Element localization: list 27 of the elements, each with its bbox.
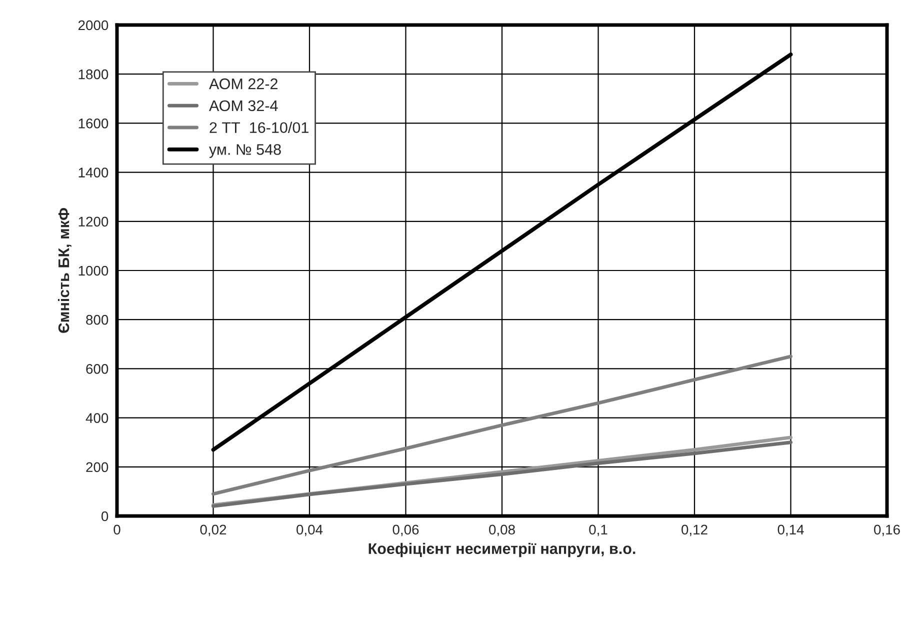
x-tick-label: 0,04 (296, 524, 323, 536)
y-axis-title: Ємність БК, мкФ (58, 208, 72, 333)
y-tick-label: 1000 (78, 266, 108, 276)
x-tick-label: 0,06 (392, 524, 419, 536)
y-tick-label: 1600 (78, 118, 108, 128)
x-tick-label: 0,14 (778, 524, 804, 536)
line-series (212, 354, 792, 496)
y-tick-label: 200 (86, 462, 108, 472)
x-tick-label: 0,16 (874, 524, 900, 536)
x-tick-label: 0,08 (489, 524, 515, 536)
y-tick-label: 2000 (78, 20, 108, 30)
legend-label: ум. № 548 (209, 144, 281, 158)
legend-label: АОМ 32-4 (209, 100, 278, 112)
y-tick-label: 1200 (78, 216, 108, 227)
y-tick-label: 1400 (78, 168, 108, 178)
y-tick-label: 400 (86, 413, 108, 423)
y-tick-label: 0 (101, 511, 108, 522)
x-tick-label: 0,1 (589, 524, 608, 536)
y-tick-label: 800 (86, 314, 108, 325)
x-axis-title: Коефіцієнт несиметрії напруги, в.о. (368, 542, 636, 558)
x-tick-label: 0,12 (682, 524, 708, 536)
legend-label: АОМ 22-2 (209, 78, 278, 90)
x-tick-label: 0 (114, 524, 120, 535)
x-tick-label: 0,02 (200, 524, 226, 536)
y-tick-label: 600 (86, 364, 108, 374)
legend-label: 2 ТТ 16-10/01 (210, 122, 308, 134)
y-tick-label: 1800 (78, 69, 108, 80)
